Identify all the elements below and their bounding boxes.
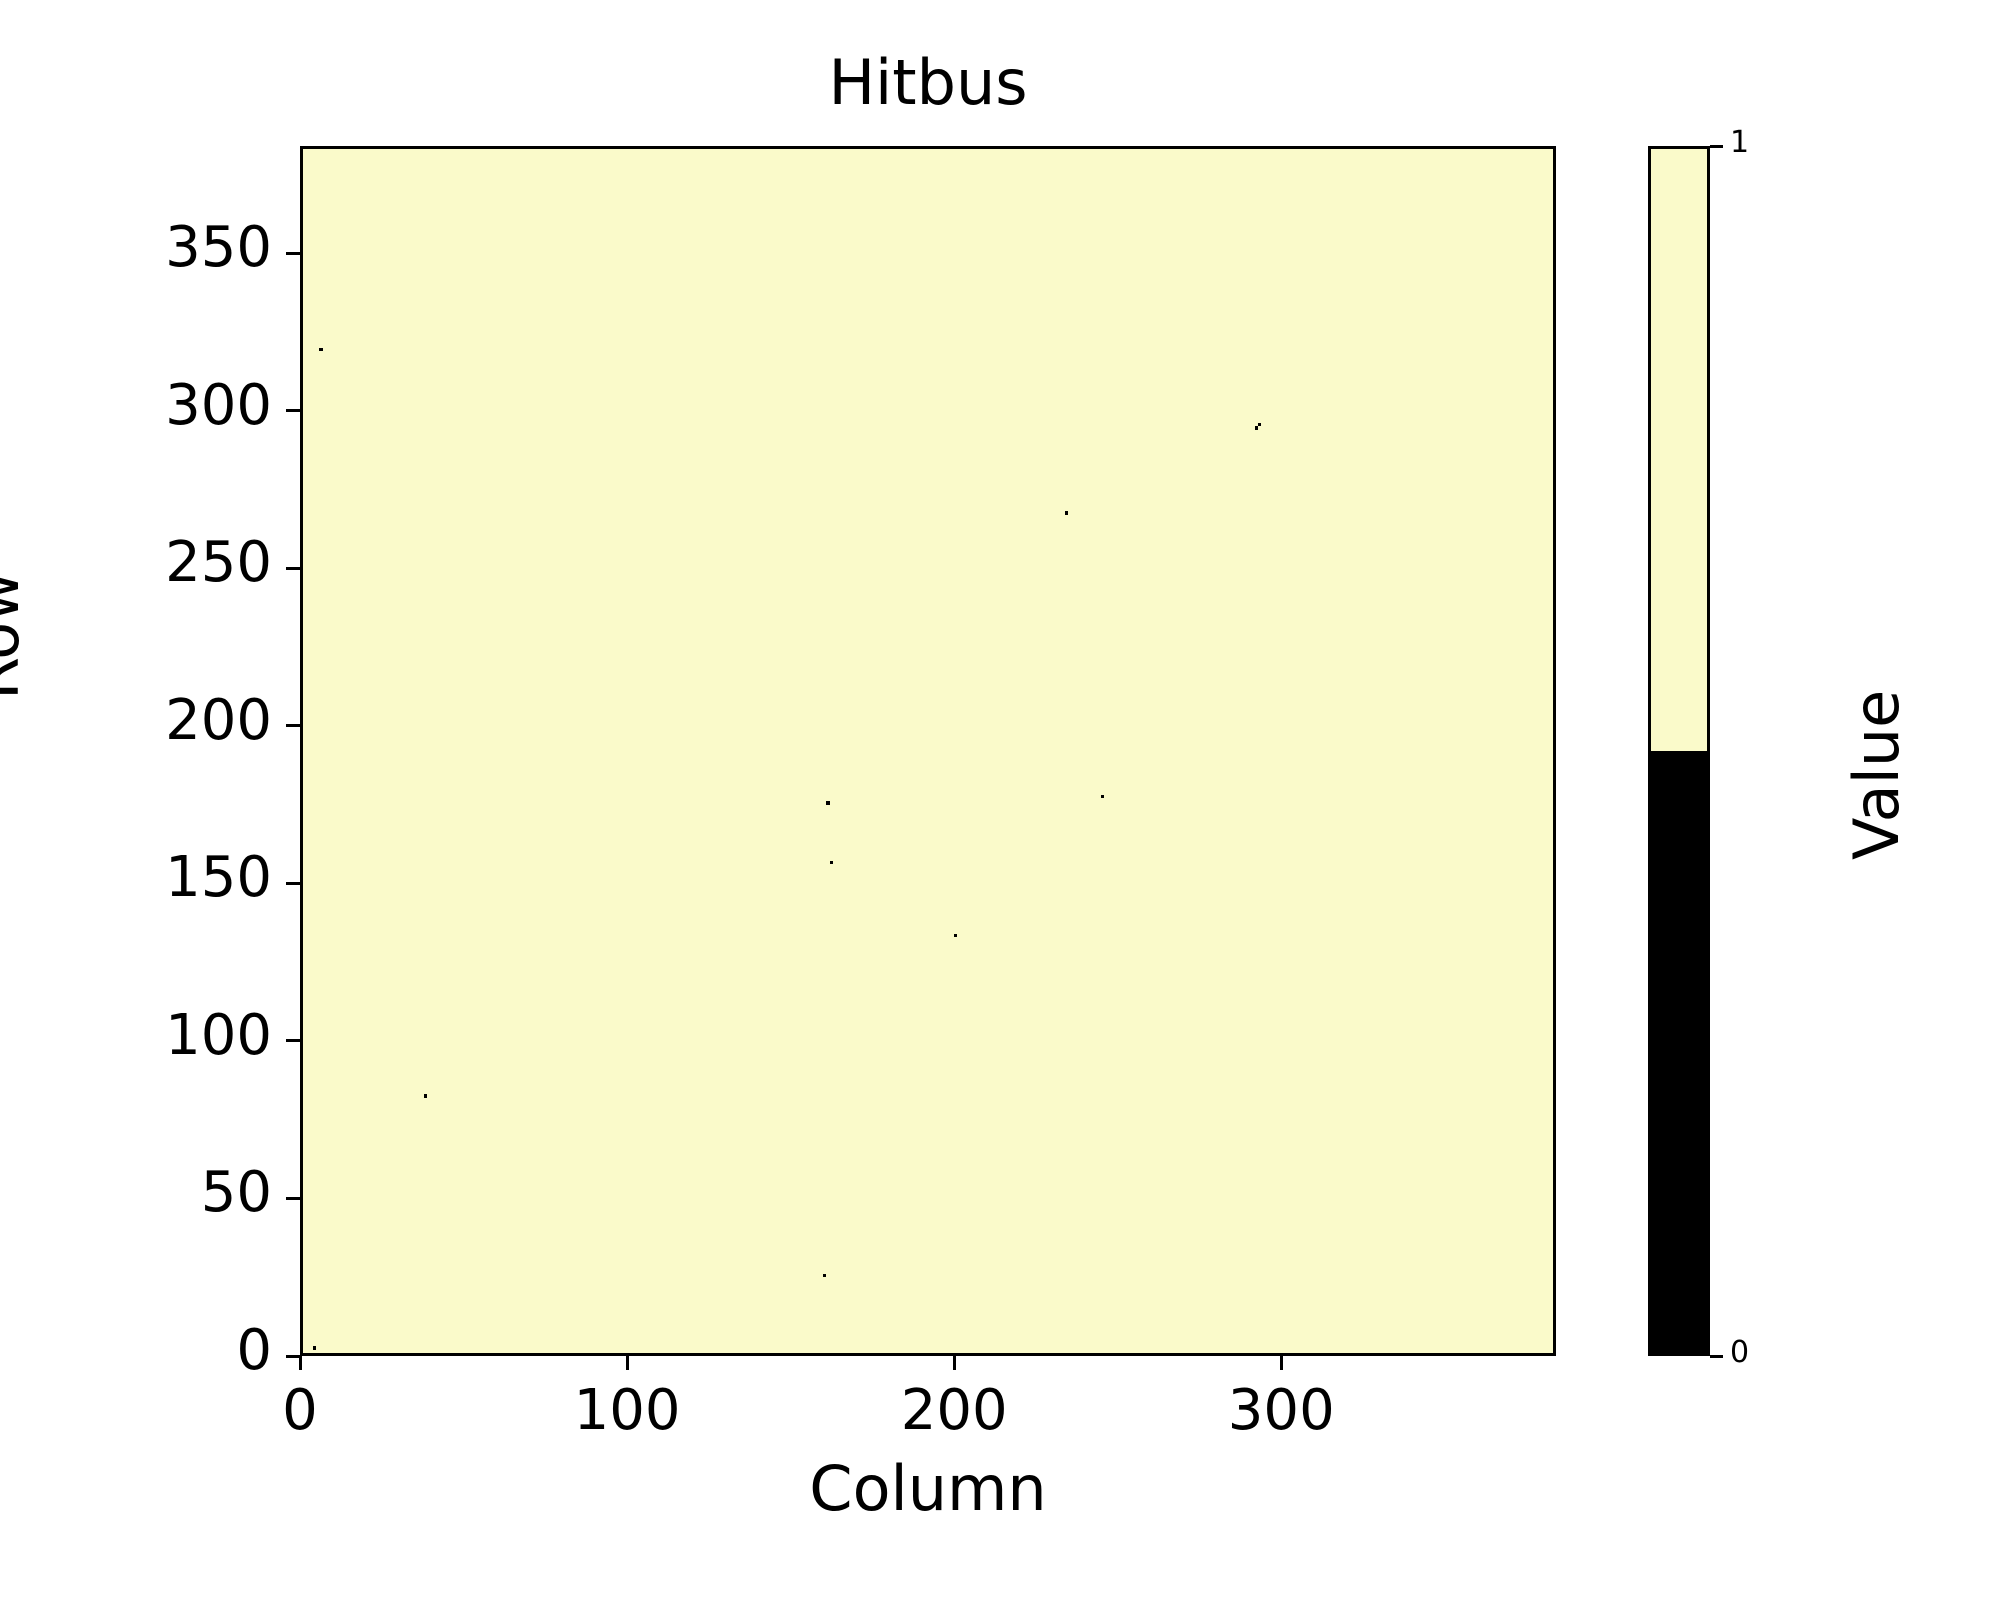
colorbar-low-segment (1651, 751, 1707, 1353)
heatmap-hit-cell (1254, 426, 1259, 430)
y-tick-label: 0 (236, 1318, 272, 1383)
heatmap-hit-cell (829, 861, 833, 865)
colorbar-tick-mark (1710, 1354, 1723, 1358)
x-tick-label: 300 (1227, 1378, 1335, 1443)
heatmap-hit-cell (424, 1094, 428, 1098)
heatmap-hit-cell (953, 933, 958, 937)
y-tick-label: 50 (200, 1160, 272, 1226)
heatmap-hit-cell (312, 1346, 317, 1350)
y-tick-mark (286, 724, 300, 728)
heatmap-hit-cell (1101, 794, 1105, 799)
y-tick-mark (286, 1196, 300, 1200)
colorbar-high-segment (1651, 149, 1707, 751)
x-axis-label: Column (809, 1452, 1047, 1525)
heatmap-hit-cell (823, 1273, 827, 1278)
x-tick-mark (952, 1356, 956, 1370)
x-tick-mark (298, 1356, 302, 1370)
x-tick-label: 100 (573, 1378, 681, 1443)
y-tick-label: 100 (165, 1002, 272, 1068)
y-tick-mark (286, 566, 300, 570)
y-tick-label: 150 (165, 845, 272, 911)
colorbar[interactable] (1648, 146, 1710, 1356)
x-tick-mark (1279, 1356, 1283, 1370)
x-tick-label: 200 (900, 1378, 1008, 1443)
y-axis-label: Row (0, 571, 33, 700)
y-tick-label: 350 (165, 215, 272, 281)
colorbar-label: Value (1840, 689, 1913, 860)
y-tick-mark (286, 409, 300, 413)
page-title: Hitbus (828, 46, 1028, 119)
heatmap-hit-cell (1258, 423, 1262, 427)
y-tick-mark (286, 881, 300, 885)
y-tick-label: 300 (165, 372, 272, 438)
heatmap-hit-cell (1065, 511, 1069, 515)
y-tick-label: 200 (165, 687, 272, 753)
colorbar-tick-label: 0 (1730, 1335, 1750, 1370)
y-tick-label: 250 (165, 530, 272, 596)
heatmap-surface[interactable] (303, 149, 1553, 1353)
x-tick-mark (625, 1356, 629, 1370)
x-tick-label: 0 (282, 1378, 318, 1443)
y-tick-mark (286, 1039, 300, 1043)
colorbar-tick-mark (1710, 144, 1723, 148)
y-tick-mark (286, 1354, 300, 1358)
heatmap-hit-cell (319, 347, 323, 351)
heatmap-axes[interactable] (300, 146, 1556, 1356)
colorbar-tick-label: 1 (1730, 125, 1750, 160)
heatmap-hit-cell (826, 801, 830, 805)
y-tick-mark (286, 251, 300, 255)
